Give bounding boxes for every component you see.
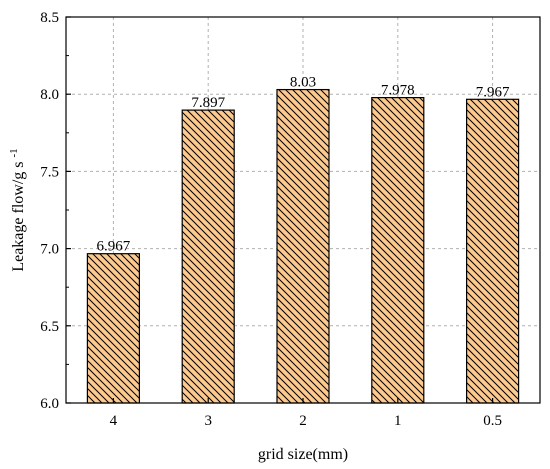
bar-data-label: 7.978 bbox=[381, 83, 415, 99]
y-tick-label: 6.0 bbox=[40, 396, 59, 412]
y-tick-label: 7.5 bbox=[40, 164, 59, 180]
bar bbox=[86, 253, 141, 404]
bar bbox=[466, 98, 520, 404]
data-label-group: 6.967 7.897 8.03 7.978 7.967 bbox=[97, 75, 510, 255]
bar-data-label: 7.897 bbox=[191, 95, 225, 111]
bar-data-label: 8.03 bbox=[290, 75, 316, 91]
y-tick-label: 8.5 bbox=[40, 10, 59, 26]
x-tick-label: 4 bbox=[110, 413, 118, 429]
bar bbox=[371, 96, 425, 404]
x-tick-label: 3 bbox=[204, 413, 212, 429]
y-axis-ticks: 6.0 6.5 7.0 7.5 8.0 8.5 bbox=[40, 10, 71, 412]
y-axis-label-superscript: -1 bbox=[8, 148, 20, 157]
bar-data-label: 6.967 bbox=[97, 239, 131, 255]
x-axis-label: grid size(mm) bbox=[258, 446, 348, 463]
x-tick-label: 2 bbox=[299, 413, 307, 429]
x-tick-label: 0.5 bbox=[483, 413, 502, 429]
y-tick-label: 8.0 bbox=[40, 87, 59, 103]
y-axis-label-main: Leakage flow/g s bbox=[10, 161, 27, 271]
bar bbox=[276, 88, 330, 404]
x-axis-ticks: 4 3 2 1 0.5 bbox=[110, 398, 502, 429]
bar-group bbox=[86, 88, 520, 404]
y-tick-label: 7.0 bbox=[40, 242, 59, 258]
x-tick-label: 1 bbox=[394, 413, 402, 429]
y-tick-label: 6.5 bbox=[40, 319, 59, 335]
bar-data-label: 7.967 bbox=[476, 84, 510, 100]
y-axis-label: Leakage flow/g s -1 bbox=[8, 148, 27, 271]
bar bbox=[181, 109, 235, 404]
